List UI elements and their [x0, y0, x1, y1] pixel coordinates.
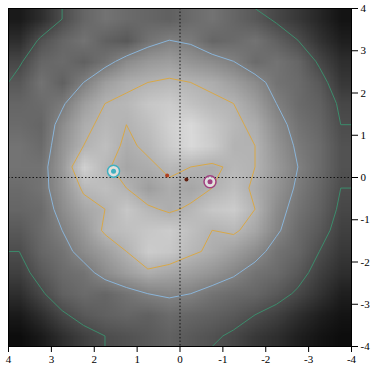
svg-text:0: 0 — [361, 171, 367, 183]
svg-text:-4: -4 — [361, 340, 371, 352]
svg-text:4: 4 — [361, 2, 367, 14]
svg-text:0: 0 — [177, 353, 183, 365]
svg-text:1: 1 — [134, 353, 140, 365]
svg-text:-1: -1 — [361, 213, 370, 225]
svg-text:3: 3 — [361, 44, 367, 56]
svg-text:-3: -3 — [361, 298, 371, 310]
svg-text:-2: -2 — [361, 256, 370, 268]
svg-text:-1: -1 — [218, 353, 227, 365]
svg-text:2: 2 — [92, 353, 98, 365]
svg-text:4: 4 — [6, 353, 12, 365]
svg-text:-2: -2 — [261, 353, 270, 365]
svg-text:-3: -3 — [304, 353, 314, 365]
svg-text:3: 3 — [49, 353, 55, 365]
svg-text:1: 1 — [361, 129, 367, 141]
svg-text:-4: -4 — [347, 353, 357, 365]
svg-text:2: 2 — [361, 87, 367, 99]
